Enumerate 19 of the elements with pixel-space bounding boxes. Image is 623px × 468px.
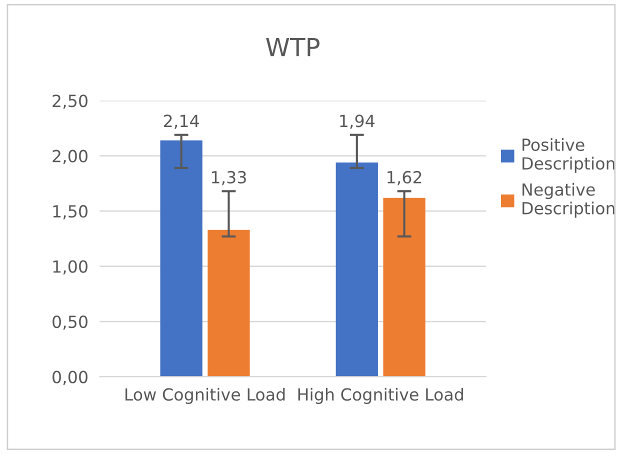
bar <box>383 198 426 377</box>
y-tick-label: 0,00 <box>52 370 88 386</box>
y-tick-label: 1,50 <box>53 205 88 220</box>
y-tick-label: 0,50 <box>52 315 88 330</box>
x-tick-label: High Cognitive Load <box>298 388 463 404</box>
data-label: 1,62 <box>388 170 422 186</box>
bar <box>208 230 250 377</box>
y-tick-label: 1,00 <box>53 260 88 275</box>
data-label: 1,94 <box>340 114 375 129</box>
x-tick-label: Low Cognitive Load <box>126 388 285 404</box>
bar <box>160 140 202 377</box>
y-tick-label: 2,50 <box>52 94 88 109</box>
y-tick-label: 2,00 <box>52 150 88 164</box>
chart-title: WTP <box>266 38 320 56</box>
data-label: 1,33 <box>212 170 246 186</box>
legend-label: Positive Description <box>522 138 614 173</box>
data-label: 2,14 <box>164 114 199 129</box>
legend-label: Negative Description <box>522 182 614 218</box>
bar <box>336 162 378 377</box>
